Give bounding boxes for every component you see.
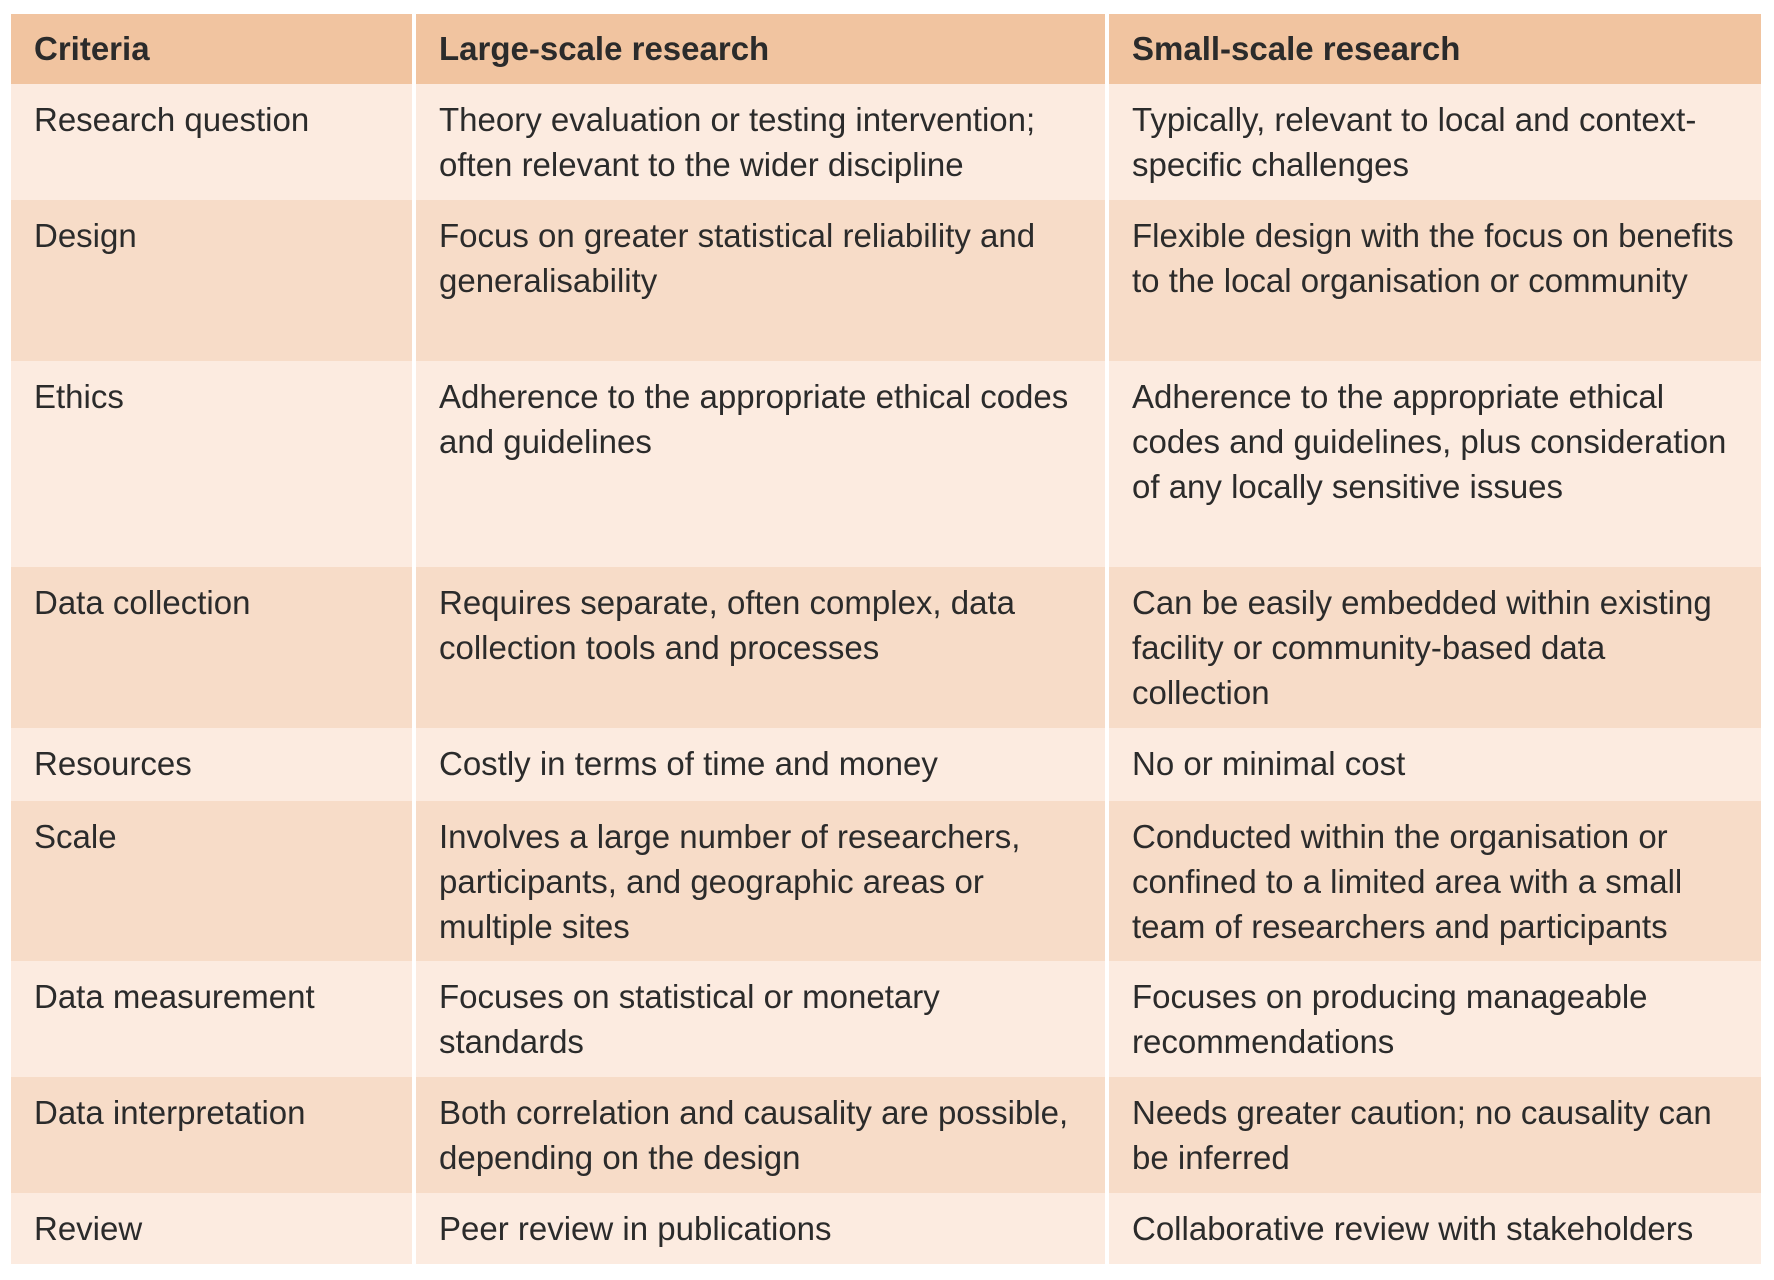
header-cell: Large-scale research	[412, 14, 1109, 84]
table-cell: Focus on greater statistical reliability…	[412, 200, 1109, 361]
criteria-cell: Data measurement	[11, 961, 416, 1077]
table-row: Review Peer review in publications Collabo…	[11, 1193, 1761, 1264]
table-cell: Adherence to the appropriate ethical cod…	[1105, 361, 1761, 567]
table-row: Data measurement Focuses on statistical o…	[11, 961, 1761, 1077]
criteria-cell: Resources	[11, 728, 416, 801]
table-cell: Focuses on producing manageable recommen…	[1105, 961, 1761, 1077]
table-cell: Collaborative review with stakeholders	[1105, 1193, 1761, 1264]
table-row: Research question Theory evaluation or te…	[11, 84, 1761, 200]
table-cell: Flexible design with the focus on benefi…	[1105, 200, 1761, 361]
criteria-cell: Review	[11, 1193, 416, 1264]
table-row: Resources Costly in terms of time and mon…	[11, 728, 1761, 801]
table-row: Ethics Adherence to the appropriate ethic…	[11, 361, 1761, 567]
table-row: Scale Involves a large number of research…	[11, 801, 1761, 961]
criteria-cell: Ethics	[11, 361, 416, 567]
table-cell: Costly in terms of time and money	[412, 728, 1109, 801]
table-cell: Requires separate, often complex, data c…	[412, 567, 1109, 728]
header-cell: Small-scale research	[1105, 14, 1761, 84]
header-cell: Criteria	[11, 14, 416, 84]
table-row: Data interpretation Both correlation and …	[11, 1077, 1761, 1193]
table-cell: Adherence to the appropriate ethical cod…	[412, 361, 1109, 567]
table-row: Data collection Requires separate, often …	[11, 567, 1761, 728]
criteria-cell: Scale	[11, 801, 416, 961]
criteria-cell: Design	[11, 200, 416, 361]
criteria-cell: Data interpretation	[11, 1077, 416, 1193]
table-cell: Needs greater caution; no causality can …	[1105, 1077, 1761, 1193]
table-row: Design Focus on greater statistical relia…	[11, 200, 1761, 361]
table-cell: Focuses on statistical or monetary stand…	[412, 961, 1109, 1077]
table-cell: Peer review in publications	[412, 1193, 1109, 1264]
table-cell: Conducted within the organisation or con…	[1105, 801, 1761, 961]
table-cell: Both correlation and causality are possi…	[412, 1077, 1109, 1193]
comparison-table: Criteria Large-scale research Small-scale …	[11, 14, 1761, 1264]
table-cell: Involves a large number of researchers, …	[412, 801, 1109, 961]
table-cell: No or minimal cost	[1105, 728, 1761, 801]
criteria-cell: Data collection	[11, 567, 416, 728]
header-row: Criteria Large-scale research Small-scale …	[11, 14, 1761, 84]
table-cell: Typically, relevant to local and context…	[1105, 84, 1761, 200]
table-cell: Theory evaluation or testing interventio…	[412, 84, 1109, 200]
criteria-cell: Research question	[11, 84, 416, 200]
table-cell: Can be easily embedded within existing f…	[1105, 567, 1761, 728]
